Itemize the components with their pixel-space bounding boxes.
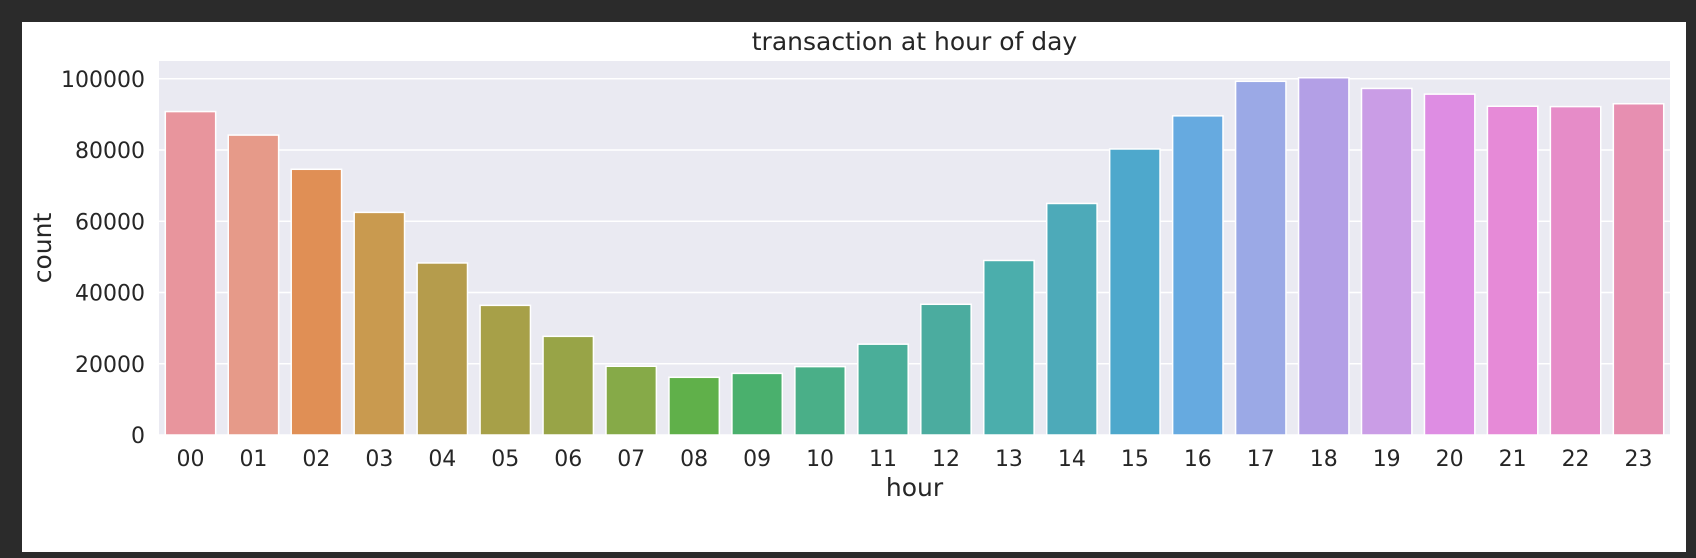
y-tick-label: 80000 [75, 139, 145, 164]
bar-hour-01 [227, 134, 280, 436]
gridlines [159, 78, 1670, 436]
bar-hour-12 [920, 303, 972, 436]
chart-figure: 0 20000 40000 60000 80000 100000 00 01 02 03 04 05… [22, 22, 1686, 552]
y-axis-label: count [28, 213, 57, 284]
bar-hour-21 [1486, 105, 1539, 436]
y-tick-label: 60000 [75, 210, 145, 235]
bar-chart: 0 20000 40000 60000 80000 100000 00 01 02 03 04 05… [28, 27, 1670, 502]
x-tick-label: 07 [617, 447, 645, 472]
bar-hour-20 [1423, 93, 1476, 436]
x-tick-label: 23 [1625, 447, 1653, 472]
bars [164, 76, 1665, 436]
x-tick-label: 19 [1373, 447, 1401, 472]
bar-hour-22 [1549, 105, 1602, 436]
x-tick-label: 12 [932, 447, 960, 472]
bar-hour-06 [542, 335, 595, 436]
y-axis-ticks: 0 20000 40000 60000 80000 100000 [61, 68, 145, 449]
x-axis-label: hour [886, 473, 944, 502]
x-tick-label: 16 [1184, 447, 1212, 472]
x-tick-label: 15 [1121, 447, 1149, 472]
bar-hour-14 [1045, 202, 1098, 436]
bar-hour-19 [1360, 87, 1413, 436]
bar-hour-13 [983, 259, 1035, 436]
x-tick-label: 06 [554, 447, 582, 472]
x-tick-label: 21 [1499, 447, 1527, 472]
bar-hour-16 [1171, 115, 1224, 436]
chart-title: transaction at hour of day [752, 27, 1078, 56]
y-tick-label: 100000 [61, 68, 145, 93]
x-tick-label: 08 [680, 447, 708, 472]
x-tick-label: 04 [428, 447, 456, 472]
x-tick-label: 09 [743, 447, 771, 472]
x-tick-label: 18 [1310, 447, 1338, 472]
bar-hour-00 [164, 110, 217, 436]
x-tick-label: 05 [491, 447, 519, 472]
bar-hour-11 [857, 343, 909, 436]
bar-hour-04 [416, 262, 469, 436]
x-tick-label: 17 [1247, 447, 1275, 472]
bar-hour-07 [605, 365, 658, 436]
x-tick-label: 10 [806, 447, 834, 472]
y-tick-label: 40000 [75, 282, 145, 307]
x-tick-label: 14 [1058, 447, 1086, 472]
plot-area [159, 61, 1670, 435]
x-tick-label: 00 [176, 447, 204, 472]
x-tick-label: 13 [995, 447, 1023, 472]
bar-hour-05 [479, 304, 532, 436]
bar-hour-02 [290, 168, 343, 436]
x-tick-label: 11 [869, 447, 897, 472]
y-tick-label: 0 [131, 424, 145, 449]
bar-hour-09 [731, 372, 784, 436]
x-tick-label: 22 [1562, 447, 1590, 472]
bar-hour-18 [1297, 76, 1350, 436]
bar-hour-17 [1234, 80, 1287, 436]
x-tick-label: 20 [1436, 447, 1464, 472]
x-tick-label: 03 [365, 447, 393, 472]
x-axis-ticks: 00 01 02 03 04 05 06 07 08 09 10 11 12 13 14 15 16 17 18 19… [176, 447, 1652, 472]
y-tick-label: 20000 [75, 353, 145, 378]
bar-hour-08 [668, 376, 721, 436]
x-tick-label: 01 [239, 447, 267, 472]
bar-hour-15 [1108, 148, 1161, 436]
bar-hour-23 [1612, 102, 1665, 436]
bar-hour-10 [794, 365, 846, 436]
bar-hour-03 [353, 211, 406, 436]
x-tick-label: 02 [302, 447, 330, 472]
